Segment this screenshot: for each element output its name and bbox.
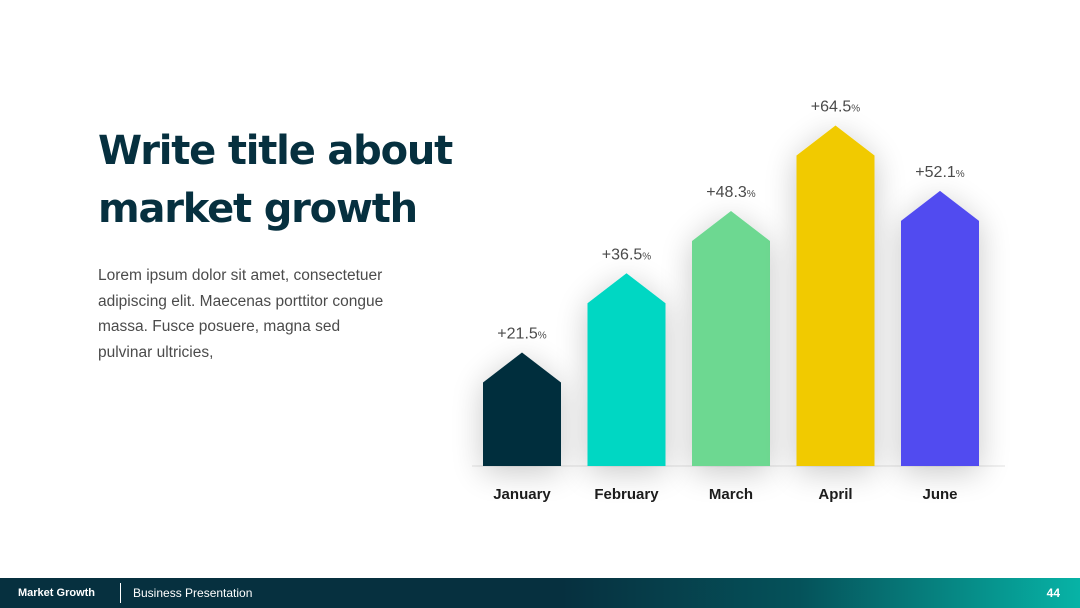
- data-label-january: +21.5%: [497, 325, 546, 342]
- bar-march: [692, 210, 770, 466]
- tick-label-june: June: [922, 486, 957, 503]
- slide-body-text: Lorem ipsum dolor sit amet, consectetuer…: [98, 267, 384, 361]
- footer-subtitle: Business Presentation: [133, 586, 253, 600]
- tick-label-february: February: [594, 486, 659, 503]
- footer-bar: Market Growth Business Presentation 44: [0, 578, 1080, 608]
- tick-label-april: April: [818, 486, 852, 503]
- bar-january: [483, 352, 561, 466]
- tick-label-january: January: [493, 486, 551, 503]
- footer-divider: [120, 583, 121, 603]
- slide-title: Write title about market growth: [98, 128, 453, 232]
- data-label-march: +48.3%: [706, 184, 755, 201]
- data-label-june: +52.1%: [915, 164, 964, 181]
- tick-label-march: March: [709, 486, 753, 503]
- bar-february: [587, 273, 666, 466]
- footer-section-label: Market Growth: [18, 587, 96, 599]
- bar-april: [796, 125, 875, 466]
- page-number: 44: [1046, 586, 1060, 600]
- data-label-february: +36.5%: [602, 246, 651, 263]
- bar-june: [901, 190, 979, 467]
- data-label-april: +64.5%: [811, 98, 860, 115]
